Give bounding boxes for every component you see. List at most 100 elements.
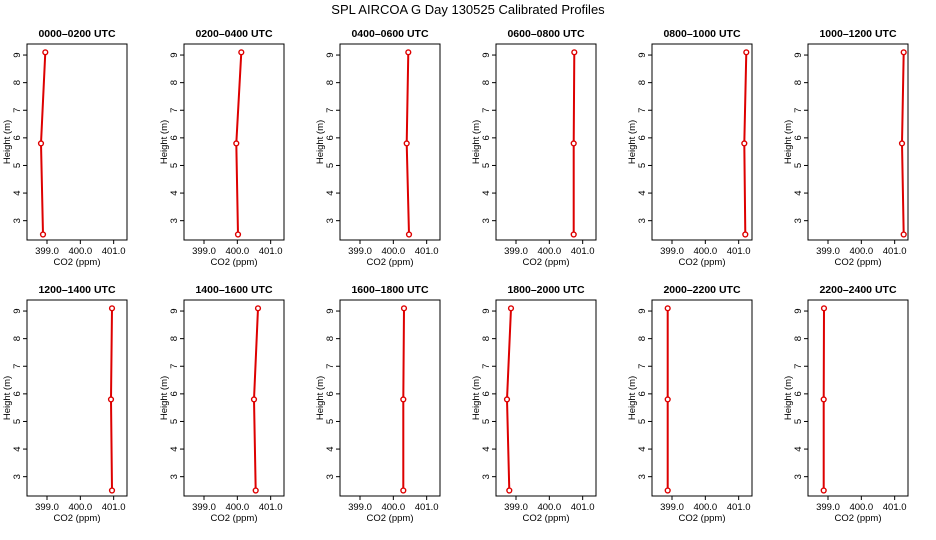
data-point [107, 396, 115, 403]
data-point [506, 487, 513, 494]
data-point [39, 231, 47, 238]
panel-3: 0400–0600 UTC 399.0 400.0 401.0 3 4 5 6 7 8 9 CO2 (… [315, 28, 441, 268]
y-tick-label: 8 [325, 336, 336, 341]
y-tick-label: 5 [325, 419, 336, 424]
y-tick-label: 5 [637, 163, 648, 168]
y-tick-label: 5 [637, 419, 648, 424]
y-tick-label: 4 [793, 190, 804, 195]
data-point [664, 487, 671, 494]
plot-frame [651, 299, 753, 497]
data-point [405, 231, 413, 238]
y-tick-label: 8 [637, 80, 648, 85]
y-tick-label: 3 [325, 218, 336, 223]
x-tick-label: 400.0 [68, 246, 92, 257]
y-tick-label: 4 [637, 446, 648, 451]
x-tick-label: 400.0 [537, 246, 561, 257]
x-tick-label: 401.0 [259, 502, 283, 513]
plot-frame [807, 43, 909, 241]
x-tick-label: 399.0 [816, 246, 840, 257]
y-tick-label: 9 [793, 308, 804, 313]
y-tick-label: 8 [325, 80, 336, 85]
panel-4: 0600–0800 UTC 399.0 400.0 401.0 3 4 5 6 7 8 9 CO2 (… [471, 28, 597, 268]
panel-12: 2200–2400 UTC 399.0 400.0 401.0 3 4 5 6 7 8 9 CO2 (… [783, 284, 909, 524]
plot-frame [495, 43, 597, 241]
y-tick-label: 6 [637, 391, 648, 396]
data-point [570, 231, 577, 238]
y-tick-label: 9 [637, 308, 648, 313]
data-point [503, 396, 511, 403]
data-point [238, 49, 245, 56]
y-tick-label: 8 [637, 336, 648, 341]
x-tick-label: 400.0 [68, 502, 92, 513]
y-tick-label: 7 [637, 364, 648, 369]
x-tick-label: 399.0 [348, 246, 372, 257]
x-tick-label: 401.0 [727, 502, 751, 513]
figure-title: SPL AIRCOA G Day 130525 Calibrated Profi… [331, 2, 605, 17]
y-tick-label: 8 [481, 336, 492, 341]
y-tick-label: 9 [169, 308, 180, 313]
data-point [400, 305, 408, 312]
y-tick-label: 6 [169, 391, 180, 396]
y-tick-label: 9 [169, 52, 180, 57]
panel-title: 1200–1400 UTC [38, 284, 115, 296]
y-tick-label: 3 [12, 218, 23, 223]
x-tick-label: 399.0 [192, 246, 216, 257]
y-tick-label: 5 [481, 163, 492, 168]
panel-title: 0800–1000 UTC [663, 28, 740, 40]
y-tick-label: 4 [325, 190, 336, 195]
y-tick-label: 9 [12, 52, 23, 57]
data-point [252, 487, 259, 494]
panel-2: 0200–0400 UTC 399.0 400.0 401.0 3 4 5 6 7 8 9 CO2 (… [159, 28, 285, 268]
y-tick-label: 6 [325, 135, 336, 140]
y-tick-label: 8 [481, 80, 492, 85]
panel-title: 0400–0600 UTC [351, 28, 428, 40]
y-tick-label: 4 [325, 446, 336, 451]
panel-title: 0000–0200 UTC [38, 28, 115, 40]
panel-9: 1600–1800 UTC 399.0 400.0 401.0 3 4 5 6 7 8 9 CO2 (… [315, 284, 441, 524]
data-point [234, 231, 242, 238]
y-tick-label: 8 [12, 336, 23, 341]
data-point [507, 305, 515, 312]
plot-frame [807, 299, 909, 497]
y-axis-label: Height (m) [159, 120, 170, 164]
x-tick-label: 399.0 [348, 502, 372, 513]
data-point [108, 305, 116, 312]
data-point [664, 396, 671, 403]
y-tick-label: 8 [793, 80, 804, 85]
panel-title: 1400–1600 UTC [195, 284, 272, 296]
panel-title: 0600–0800 UTC [507, 28, 584, 40]
data-point [900, 231, 907, 238]
data-point [254, 305, 262, 312]
y-tick-label: 3 [793, 474, 804, 479]
x-axis-label: CO2 (ppm) [54, 513, 101, 524]
y-axis-label: Height (m) [783, 376, 794, 420]
y-axis-label: Height (m) [2, 120, 13, 164]
data-point [37, 140, 45, 147]
x-tick-label: 399.0 [504, 502, 528, 513]
data-point [233, 140, 240, 147]
x-tick-label: 401.0 [571, 246, 595, 257]
y-tick-label: 6 [169, 135, 180, 140]
x-tick-label: 401.0 [102, 502, 126, 513]
y-tick-label: 7 [637, 108, 648, 113]
x-tick-label: 401.0 [571, 502, 595, 513]
panel-5: 0800–1000 UTC 399.0 400.0 401.0 3 4 5 6 7 8 9 CO2 (… [627, 28, 753, 268]
y-tick-label: 7 [481, 364, 492, 369]
data-point [108, 487, 116, 494]
x-axis-label: CO2 (ppm) [211, 257, 258, 268]
y-tick-label: 9 [637, 52, 648, 57]
y-tick-label: 3 [481, 218, 492, 223]
y-tick-label: 8 [12, 80, 23, 85]
y-tick-label: 7 [325, 108, 336, 113]
y-tick-label: 8 [793, 336, 804, 341]
panel-title: 1800–2000 UTC [507, 284, 584, 296]
x-tick-label: 401.0 [102, 246, 126, 257]
data-point [400, 487, 407, 494]
y-tick-label: 3 [325, 474, 336, 479]
x-tick-label: 400.0 [225, 502, 249, 513]
y-axis-label: Height (m) [627, 120, 638, 164]
y-tick-label: 4 [12, 190, 23, 195]
y-tick-label: 3 [637, 474, 648, 479]
x-axis-label: CO2 (ppm) [835, 513, 882, 524]
y-tick-label: 9 [793, 52, 804, 57]
